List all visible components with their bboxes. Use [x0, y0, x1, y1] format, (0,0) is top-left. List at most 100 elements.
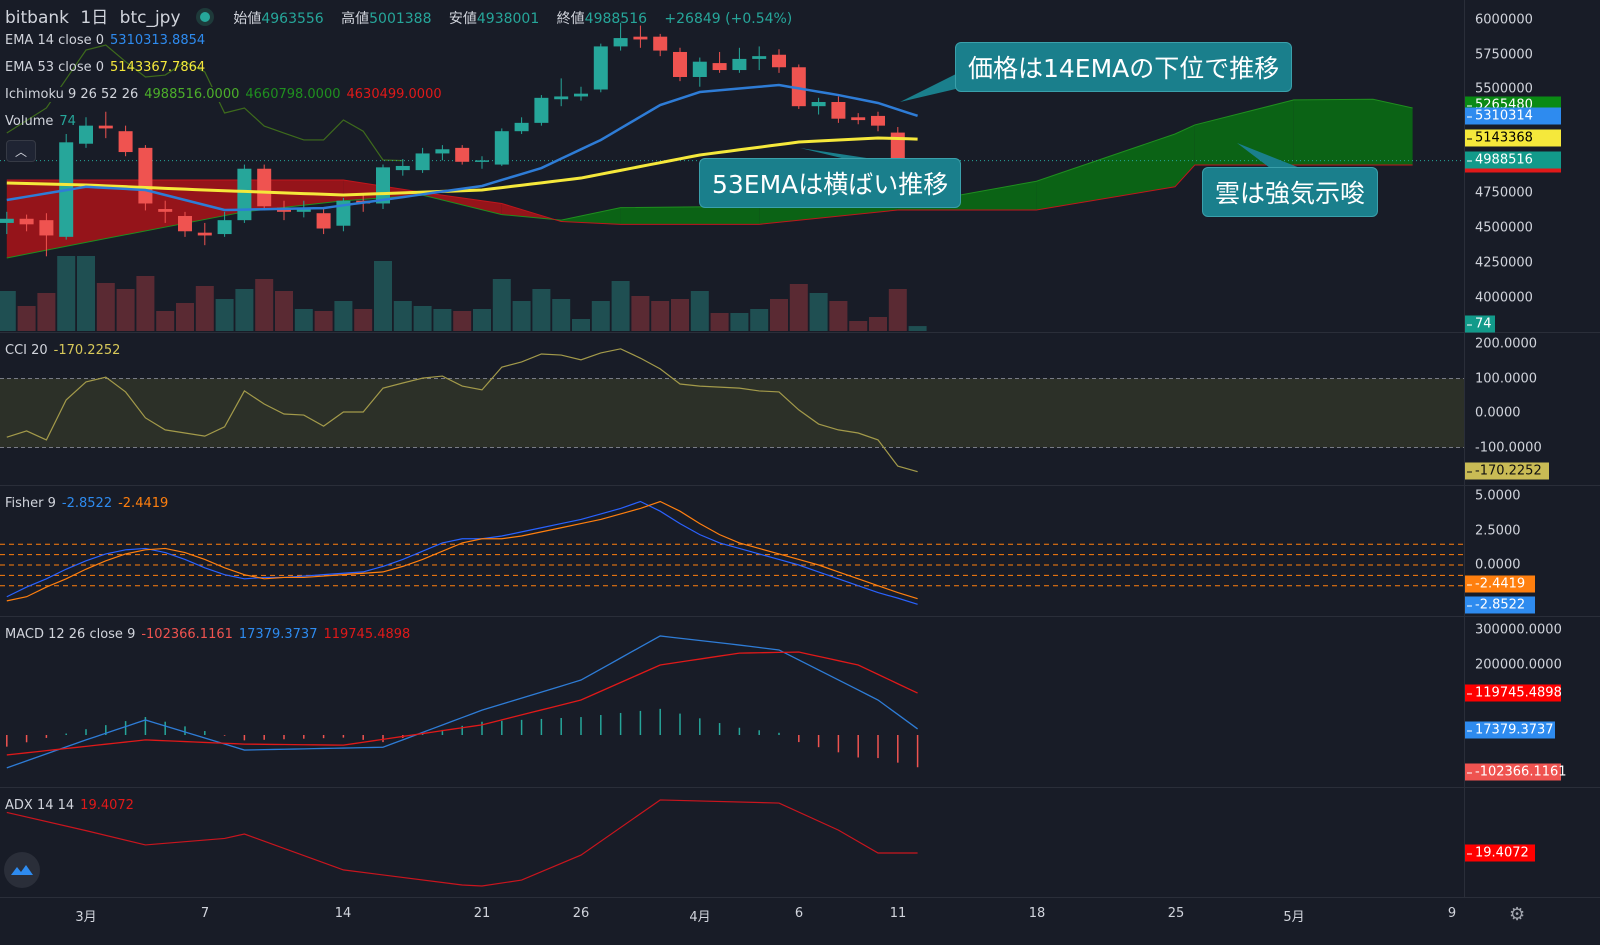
candle-body — [0, 218, 14, 223]
volume-bar — [512, 301, 531, 331]
time-tick: 9 — [1447, 906, 1457, 921]
legend-fisher[interactable]: Fisher 9 -2.8522 -2.4419 — [5, 496, 169, 511]
candle-body — [811, 102, 826, 107]
candle-body — [395, 165, 410, 171]
volume-bar — [37, 293, 56, 331]
ema53-line — [6, 136, 918, 197]
time-tick: 21 — [473, 906, 491, 921]
ichimoku-cloud — [1036, 133, 1175, 211]
time-axis-divider — [0, 897, 1600, 898]
pane-divider[interactable] — [0, 787, 1600, 788]
volume-bar — [354, 309, 373, 331]
interval[interactable]: 1日 — [80, 8, 109, 28]
volume-bar — [651, 301, 670, 331]
ichimoku-lagging-span — [6, 44, 403, 162]
candle-body — [178, 215, 192, 232]
volume-bar — [17, 306, 36, 331]
ema53-price-badge: 5143368 — [1465, 129, 1561, 147]
volume-bar — [789, 284, 808, 331]
legend-adx[interactable]: ADX 14 14 19.4072 — [5, 798, 134, 813]
annotation-callout[interactable]: 雲は強気示唆 — [1202, 167, 1379, 217]
candle-body — [593, 46, 608, 90]
price-axis[interactable]: 6000000 5750000 5500000 4750000 4500000 … — [1464, 0, 1600, 925]
pane-divider[interactable] — [0, 332, 1600, 333]
volume-bar — [591, 301, 610, 331]
annotation-callout[interactable]: 53EMAは横ばい推移 — [699, 158, 962, 208]
volume-bar — [136, 276, 155, 331]
volume-bar — [888, 289, 907, 331]
ichimoku-span-a — [6, 98, 1413, 259]
collapse-button[interactable]: ︿ — [6, 140, 36, 162]
volume-badge: 74 — [1465, 315, 1495, 333]
ichimoku-cloud — [1373, 99, 1413, 165]
pane-divider[interactable] — [0, 616, 1600, 617]
volume-bar — [869, 317, 887, 331]
candle-body — [613, 38, 628, 47]
legend-ichimoku[interactable]: Ichimoku 9 26 52 26 4988516.0000 4660798.0… — [5, 87, 448, 102]
legend-ema14[interactable]: EMA 14 close 0 5310313.8854 — [5, 33, 206, 48]
fisher-badge: -2.8522 — [1465, 596, 1535, 614]
candle-body — [732, 58, 747, 71]
ichimoku-cloud — [620, 206, 760, 225]
candle-body — [118, 131, 133, 153]
volume-bar — [77, 256, 95, 331]
candle-body — [494, 131, 509, 165]
annotation-callout[interactable]: 価格は14EMAの下位で推移 — [955, 42, 1293, 92]
histogram-badge: -102366.1161 — [1465, 763, 1567, 781]
cci-tick: 100.0000 — [1475, 371, 1538, 387]
volume-bar — [532, 289, 551, 331]
macd-line — [6, 635, 918, 769]
legend-ema53[interactable]: EMA 53 close 0 5143367.7864 — [5, 60, 206, 75]
legend-cci[interactable]: CCI 20 -170.2252 — [5, 343, 121, 358]
time-tick: 25 — [1167, 906, 1185, 921]
candle-body — [316, 213, 331, 229]
volume-bar — [116, 289, 135, 331]
volume-bar — [433, 309, 452, 331]
cci-band — [0, 378, 1464, 448]
legend-macd[interactable]: MACD 12 26 close 9 -102366.1161 17379.3737… — [5, 627, 411, 642]
callout-pointer — [1237, 143, 1300, 168]
pane-divider[interactable] — [0, 485, 1600, 486]
price-tick: 4000000 — [1475, 290, 1533, 306]
volume-bar — [730, 313, 749, 331]
open-value: 4963556 — [261, 11, 324, 27]
cci-tick: 0.0000 — [1475, 405, 1521, 421]
exchange-name[interactable]: bitbank — [5, 8, 70, 28]
price-tick: 5500000 — [1475, 81, 1533, 97]
candle-body — [257, 168, 272, 207]
volume-bar — [176, 303, 194, 331]
volume-bar — [849, 321, 868, 331]
price-tick: 5750000 — [1475, 47, 1533, 63]
close-value: 4988516 — [584, 11, 648, 27]
symbol-header: bitbank 1日 btc_jpy 始値4963556 高値5001388 安… — [5, 8, 793, 28]
cci-tick: -100.0000 — [1475, 440, 1542, 456]
candle-body — [653, 36, 668, 51]
volume-bar — [96, 283, 115, 331]
volume-bar — [710, 313, 729, 331]
candle-body — [692, 61, 707, 77]
volume-bar — [215, 299, 234, 331]
volume-bar — [690, 291, 709, 331]
gear-icon[interactable]: ⚙ — [1509, 904, 1526, 925]
legend-volume[interactable]: Volume 74 — [5, 114, 76, 129]
change-value: +26849 (+0.54%) — [664, 11, 793, 27]
volume-bar — [453, 311, 472, 331]
volume-bar — [572, 319, 590, 331]
fisher-tick: 0.0000 — [1475, 557, 1521, 573]
volume-bar — [374, 261, 392, 331]
time-tick: 5月 — [1283, 910, 1305, 925]
volume-bar — [393, 301, 412, 331]
chevron-up-icon: ︿ — [14, 144, 27, 159]
candle-body — [158, 209, 173, 212]
callout-pointer — [800, 148, 880, 160]
chart-canvas[interactable] — [0, 0, 1464, 897]
ichimoku-cloud — [1194, 99, 1294, 165]
tradingview-cloud-icon[interactable] — [4, 852, 40, 888]
candle-body — [574, 93, 588, 97]
volume-bar — [750, 309, 769, 331]
cci-line — [6, 348, 918, 473]
volume-bar — [908, 326, 927, 331]
symbol-name[interactable]: btc_jpy — [119, 8, 181, 28]
volume-bar — [255, 279, 274, 331]
ichimoku-cloud — [561, 207, 621, 225]
